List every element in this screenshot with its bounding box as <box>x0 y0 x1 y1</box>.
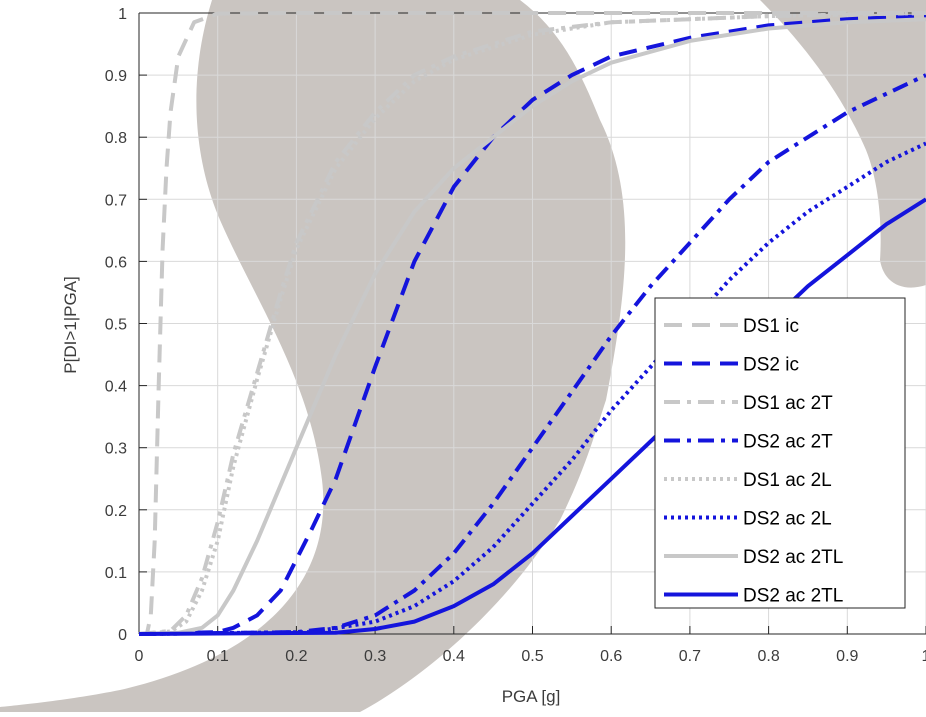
series-layer <box>138 11 926 636</box>
x-tick-label-0: 0 <box>135 648 144 665</box>
x-tick-label-7: 0.7 <box>679 648 701 665</box>
legend: DS1 ic DS2 ic DS1 ac 2T DS2 ac 2T DS1 ac 2L D… <box>654 297 906 609</box>
y-tick-label-3: 0.3 <box>105 441 127 458</box>
y-tick-label-6: 0.6 <box>105 254 127 271</box>
y-tick-label-5: 0.5 <box>105 317 127 334</box>
y-tick-label-7: 0.7 <box>105 192 127 209</box>
y-tick-label-0: 0 <box>118 627 127 644</box>
legend-label-3: DS2 ac 2T <box>743 432 833 453</box>
series-line-1 <box>138 14 926 636</box>
series-line-7 <box>138 197 926 636</box>
legend-label-2: DS1 ac 2T <box>743 393 833 414</box>
x-tick-label-10: 1 <box>922 648 926 665</box>
series-line-5 <box>138 141 926 636</box>
tick-labels: 0 0.1 0.2 0.3 0.4 0.5 0.6 0.7 0.8 0.9 1 0 0.1 0.2 0.3 0… <box>105 6 926 665</box>
watermark-shape-right <box>760 0 926 288</box>
legend-label-0: DS1 ic <box>743 316 799 337</box>
series-line-0 <box>139 11 926 636</box>
legend-label-5: DS2 ac 2L <box>743 509 832 530</box>
x-tick-label-1: 0.1 <box>207 648 229 665</box>
x-tick-label-6: 0.6 <box>600 648 622 665</box>
series-line-6 <box>138 17 926 636</box>
x-tick-label-8: 0.8 <box>757 648 779 665</box>
x-tick-label-3: 0.3 <box>364 648 386 665</box>
legend-label-4: DS1 ac 2L <box>743 470 832 491</box>
x-tick-label-5: 0.5 <box>521 648 543 665</box>
y-tick-label-4: 0.4 <box>105 379 127 396</box>
legend-label-1: DS2 ic <box>743 355 799 376</box>
y-axis-label: P[DI>1|PGA] <box>61 276 80 373</box>
y-tick-label-9: 0.9 <box>105 68 127 85</box>
series-line-2 <box>138 11 926 636</box>
series-line-3 <box>138 73 926 636</box>
x-tick-label-2: 0.2 <box>285 648 307 665</box>
x-tick-label-4: 0.4 <box>443 648 465 665</box>
x-axis-label: PGA [g] <box>502 687 561 706</box>
x-tick-label-9: 0.9 <box>836 648 858 665</box>
y-tick-label-8: 0.8 <box>105 130 127 147</box>
y-tick-label-10: 1 <box>118 6 127 23</box>
legend-label-7: DS2 ac 2TL <box>743 586 843 607</box>
y-tick-label-2: 0.2 <box>105 503 127 520</box>
y-tick-label-1: 0.1 <box>105 565 127 582</box>
legend-label-6: DS2 ac 2TL <box>743 547 843 568</box>
